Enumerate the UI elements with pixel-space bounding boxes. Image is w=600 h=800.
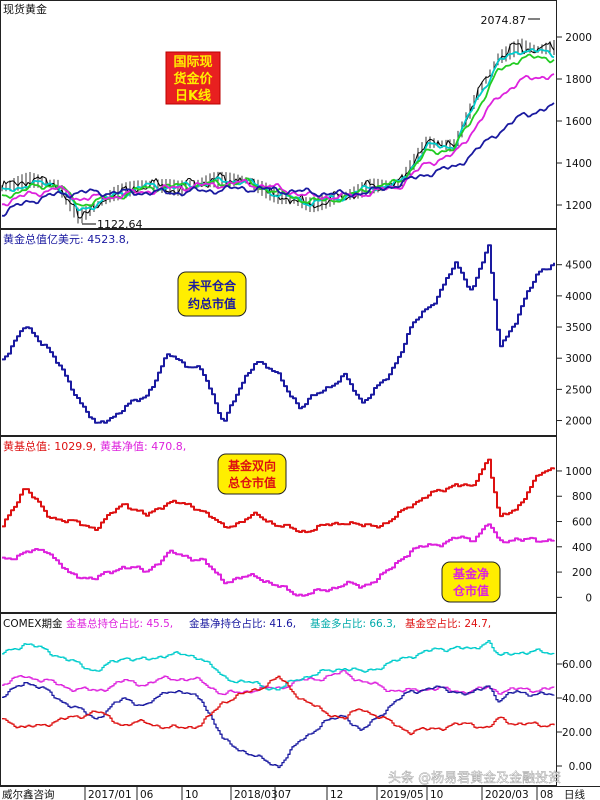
date-label-0: 2017/01: [88, 789, 132, 800]
panel3-ytick-label-2: 400: [572, 542, 592, 554]
panel1-series-2: [1, 48, 555, 212]
low-label: 1122.64: [97, 218, 143, 231]
panel3-callout-a-line-1: 基金双向: [227, 458, 276, 473]
panel3-ytick-label-0: 0: [585, 592, 592, 604]
panel2-ytick-label-1: 2500: [565, 384, 592, 396]
panel4-legend-short: 基金空占比: 24.7,: [405, 617, 491, 630]
panel1-ytick-label-4: 2000: [565, 32, 592, 44]
panel2-series-1: [2, 244, 555, 424]
panel1-series-5: [1, 102, 555, 217]
date-label-2: 10: [185, 789, 198, 800]
date-label-4: 07: [278, 789, 291, 800]
panel1-ytick-label-1: 1400: [565, 158, 592, 170]
panel4-legend-total: 金基总持仓占比: 45.5,: [66, 617, 173, 630]
date-label-3: 2018/03: [234, 789, 278, 800]
panel3-legend-total: 黄基总值: 1029.9,: [3, 439, 96, 453]
bottom-left-label: 威尔鑫咨询: [2, 788, 55, 800]
panel3-callout-a-line-2: 总仓市值: [228, 475, 276, 490]
panel1-callout-line-3: 日K线: [175, 88, 211, 104]
panel4-ytick-label-3: 60.00: [562, 659, 592, 671]
date-label-9: 08: [540, 789, 553, 800]
date-label-6: 2019/05: [380, 789, 424, 800]
panel3-legend-net: 黄基净值: 470.8,: [100, 439, 186, 453]
date-label-8: 2020/03: [485, 789, 529, 800]
panel3-ytick-label-5: 1000: [565, 466, 592, 478]
panel3-ytick-label-4: 800: [572, 491, 592, 503]
panel4-series-4: [2, 675, 555, 736]
panel2-legend: 黄金总值亿美元: 4523.8,: [3, 232, 129, 246]
panel2-ytick-label-0: 2000: [565, 416, 592, 428]
date-labels: 2017/01 06 10 2018/03 07 12 2019/05 10 2020/03 08: [84, 787, 553, 800]
panel2-callout-line-2: 约总市值: [188, 296, 236, 311]
panel3-callout-a: 基金双向 总仓市值: [217, 453, 287, 495]
panel2-ytick-label-4: 4000: [565, 291, 592, 303]
panel4-legend-long: 基金多占比: 66.3,: [310, 617, 396, 630]
panel2-callout-line-1: 未平仓合: [187, 278, 237, 293]
panel4-legend-net: 金基净持仓占比: 41.6,: [189, 617, 296, 630]
series-layer: [1, 38, 555, 769]
panel1-ytick-label-2: 1600: [565, 116, 592, 128]
panel4-series-1: [2, 669, 555, 696]
high-annotation: 2074.87: [481, 14, 540, 27]
panel1-callout-line-1: 国际现: [173, 55, 212, 70]
panel1-callout-line-2: 货金价: [173, 71, 213, 87]
panel2-callout: 未平仓合 约总市值: [177, 271, 247, 317]
panel3-callout-b: 基金净 仓市值: [441, 561, 501, 603]
panel4-series-3: [2, 639, 555, 691]
date-label-1: 06: [140, 789, 154, 800]
panel1-ytick-label-3: 1800: [565, 74, 592, 86]
panel3-callout-b-line-2: 仓市值: [452, 583, 489, 598]
panel4-ytick-label-0: 0.00: [569, 761, 592, 773]
panel4-legend-title: COMEX期金: [3, 617, 63, 630]
panel1-callout: 国际现 货金价 日K线: [165, 51, 221, 105]
panel2-ytick-label-5: 4500: [565, 260, 592, 272]
panel1-title: 现货黄金: [3, 2, 47, 16]
low-annotation: 1122.64: [82, 218, 143, 231]
high-label: 2074.87: [481, 14, 527, 27]
date-label-7: 10: [430, 789, 443, 800]
panel3-series-2: [2, 523, 555, 597]
panel2-ytick-label-2: 3000: [565, 353, 592, 365]
panel4-ytick-label-2: 40.00: [562, 693, 592, 705]
axis-layer: 1200140016001800200020002500300035004000…: [556, 32, 592, 773]
date-label-5: 12: [330, 789, 343, 800]
panel3-callout-b-line-1: 基金净: [452, 566, 489, 581]
bottom-right-label: 日线: [564, 788, 585, 800]
panel1-series-4: [1, 73, 555, 207]
bottom-axis: 威尔鑫咨询 2017/01 06 10 2018/03 07 12 2019/05 10 202…: [0, 786, 600, 800]
panel3-series-1: [2, 458, 555, 534]
panel4-ytick-label-1: 20.00: [562, 727, 592, 739]
panel4-legend: COMEX期金 金基总持仓占比: 45.5, 金基净持仓占比: 41.6, 基金…: [3, 617, 491, 630]
panel4-series-2: [2, 681, 555, 769]
panel3-ytick-label-3: 600: [572, 517, 592, 529]
watermark: 头条 @杨易君黄金及金融投资: [388, 770, 561, 786]
panel3-ytick-label-1: 200: [572, 567, 592, 579]
panel2-ytick-label-3: 3500: [565, 322, 592, 334]
panel-frames: [0, 0, 557, 786]
panel1-ytick-label-0: 1200: [565, 200, 592, 212]
